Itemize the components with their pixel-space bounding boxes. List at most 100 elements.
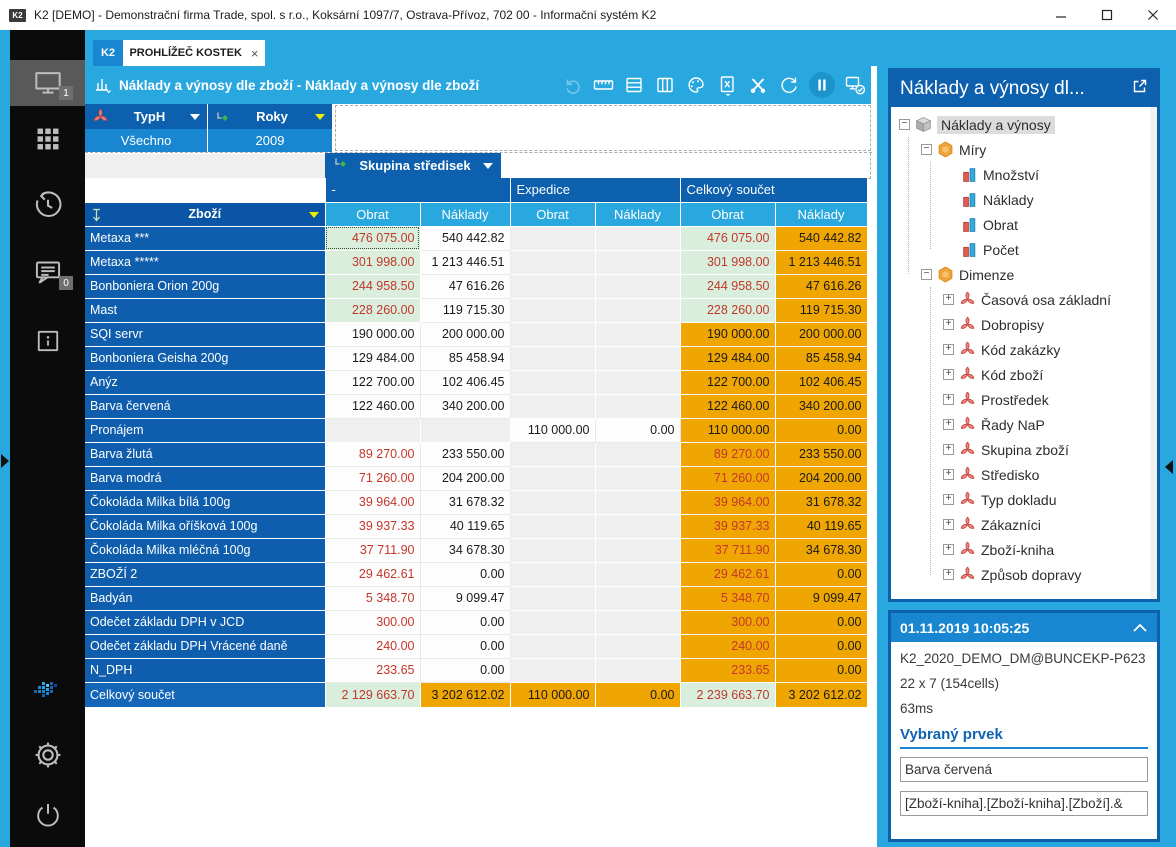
column-group-header[interactable]: -: [325, 178, 511, 203]
data-cell[interactable]: 37 711.90: [325, 538, 421, 563]
data-cell[interactable]: [595, 394, 681, 419]
expand-toggle[interactable]: +: [943, 294, 954, 305]
data-cell[interactable]: 233 550.00: [420, 442, 511, 467]
data-cell[interactable]: [510, 610, 596, 635]
data-cell[interactable]: [510, 514, 596, 539]
chevron-down-icon[interactable]: [315, 113, 325, 120]
tree-item[interactable]: + Zákazníci: [891, 512, 1157, 537]
data-cell[interactable]: [510, 250, 596, 275]
data-cell[interactable]: 122 460.00: [325, 394, 421, 419]
tree-item[interactable]: + Časová osa základní: [891, 287, 1157, 312]
row-label[interactable]: Čokoláda Milka bílá 100g: [85, 490, 326, 515]
ruler-button[interactable]: [592, 73, 614, 97]
data-cell[interactable]: [595, 274, 681, 299]
tree-item[interactable]: + Kód zakázky: [891, 337, 1157, 362]
data-cell[interactable]: 119 715.30: [775, 298, 868, 323]
data-cell[interactable]: [595, 466, 681, 491]
data-cell[interactable]: 5 348.70: [325, 586, 421, 611]
data-cell[interactable]: [595, 610, 681, 635]
data-cell[interactable]: [595, 442, 681, 467]
filter-header[interactable]: TypH: [85, 104, 208, 129]
data-cell[interactable]: 233 550.00: [775, 442, 868, 467]
sidebar-item-messages[interactable]: 0: [10, 250, 85, 296]
data-cell[interactable]: 71 260.00: [325, 466, 421, 491]
data-cell[interactable]: 340 200.00: [775, 394, 868, 419]
data-cell[interactable]: [595, 346, 681, 371]
data-cell[interactable]: 300.00: [325, 610, 421, 635]
data-cell[interactable]: [510, 298, 596, 323]
row-label[interactable]: Metaxa ***: [85, 226, 326, 251]
row-label[interactable]: Badyán: [85, 586, 326, 611]
data-cell[interactable]: [510, 562, 596, 587]
chevron-down-icon[interactable]: [483, 162, 493, 169]
data-cell[interactable]: [510, 370, 596, 395]
data-cell[interactable]: 89 270.00: [325, 442, 421, 467]
rows-button[interactable]: [623, 73, 645, 97]
chevron-down-icon[interactable]: [308, 211, 319, 218]
palette-button[interactable]: [685, 73, 707, 97]
data-cell[interactable]: 228 260.00: [680, 298, 776, 323]
data-cell[interactable]: [595, 538, 681, 563]
data-cell[interactable]: 129 484.00: [680, 346, 776, 371]
measure-header[interactable]: Obrat: [680, 202, 776, 227]
row-label[interactable]: Odečet základu DPH Vrácené daně: [85, 634, 326, 659]
row-label[interactable]: Barva červená: [85, 394, 326, 419]
data-cell[interactable]: 129 484.00: [325, 346, 421, 371]
tree-item[interactable]: + Prostředek: [891, 387, 1157, 412]
row-label[interactable]: N_DPH: [85, 658, 326, 683]
data-cell[interactable]: 40 119.65: [775, 514, 868, 539]
data-cell[interactable]: [510, 394, 596, 419]
data-cell[interactable]: 190 000.00: [680, 322, 776, 347]
data-cell[interactable]: 39 964.00: [680, 490, 776, 515]
row-label[interactable]: Barva žlutá: [85, 442, 326, 467]
data-cell[interactable]: 300.00: [680, 610, 776, 635]
expand-toggle[interactable]: +: [943, 369, 954, 380]
data-cell[interactable]: [510, 466, 596, 491]
row-label[interactable]: Bonboniera Geisha 200g: [85, 346, 326, 371]
data-cell[interactable]: [510, 226, 596, 251]
data-cell[interactable]: [510, 322, 596, 347]
data-cell[interactable]: [510, 490, 596, 515]
data-cell[interactable]: [595, 226, 681, 251]
data-cell[interactable]: 3 202 612.02: [775, 682, 868, 708]
undo-button[interactable]: [561, 73, 583, 97]
collapse-right-panel-handle[interactable]: [1165, 460, 1173, 474]
data-cell[interactable]: 2 239 663.70: [680, 682, 776, 708]
data-cell[interactable]: [510, 586, 596, 611]
data-cell[interactable]: [510, 634, 596, 659]
sidebar-item-desktop[interactable]: 1: [10, 60, 85, 106]
data-cell[interactable]: [595, 562, 681, 587]
row-label[interactable]: Čokoláda Milka oříšková 100g: [85, 514, 326, 539]
data-cell[interactable]: [595, 322, 681, 347]
data-cell[interactable]: 540 442.82: [775, 226, 868, 251]
data-cell[interactable]: 0.00: [775, 418, 868, 443]
maximize-button[interactable]: [1084, 0, 1130, 30]
row-label[interactable]: Anýz: [85, 370, 326, 395]
tree-item[interactable]: − Dimenze: [891, 262, 1157, 287]
connection-status-button[interactable]: [844, 73, 866, 97]
chevron-down-icon[interactable]: [190, 113, 200, 120]
data-cell[interactable]: 244 958.50: [680, 274, 776, 299]
data-cell[interactable]: 29 462.61: [325, 562, 421, 587]
data-cell[interactable]: 102 406.45: [420, 370, 511, 395]
tree-item[interactable]: − Náklady a výnosy: [891, 112, 1157, 137]
expand-toggle[interactable]: +: [943, 544, 954, 555]
data-cell[interactable]: 0.00: [420, 658, 511, 683]
data-cell[interactable]: [510, 442, 596, 467]
data-cell[interactable]: [510, 658, 596, 683]
filter-value[interactable]: Všechno: [85, 129, 208, 152]
data-cell[interactable]: 85 458.94: [775, 346, 868, 371]
measure-header[interactable]: Obrat: [510, 202, 596, 227]
expand-toggle[interactable]: +: [943, 394, 954, 405]
data-cell[interactable]: 1 213 446.51: [420, 250, 511, 275]
expand-toggle[interactable]: +: [943, 569, 954, 580]
tree-item[interactable]: + Dobropisy: [891, 312, 1157, 337]
tree-item[interactable]: Počet: [891, 237, 1157, 262]
tab-cube-viewer[interactable]: PROHLÍŽEČ KOSTEK ×: [123, 40, 265, 66]
data-cell[interactable]: 204 200.00: [420, 466, 511, 491]
data-cell[interactable]: 9 099.47: [420, 586, 511, 611]
data-cell[interactable]: 34 678.30: [420, 538, 511, 563]
expand-left-panel-handle[interactable]: [1, 454, 9, 468]
data-cell[interactable]: 47 616.26: [775, 274, 868, 299]
data-cell[interactable]: 0.00: [775, 610, 868, 635]
